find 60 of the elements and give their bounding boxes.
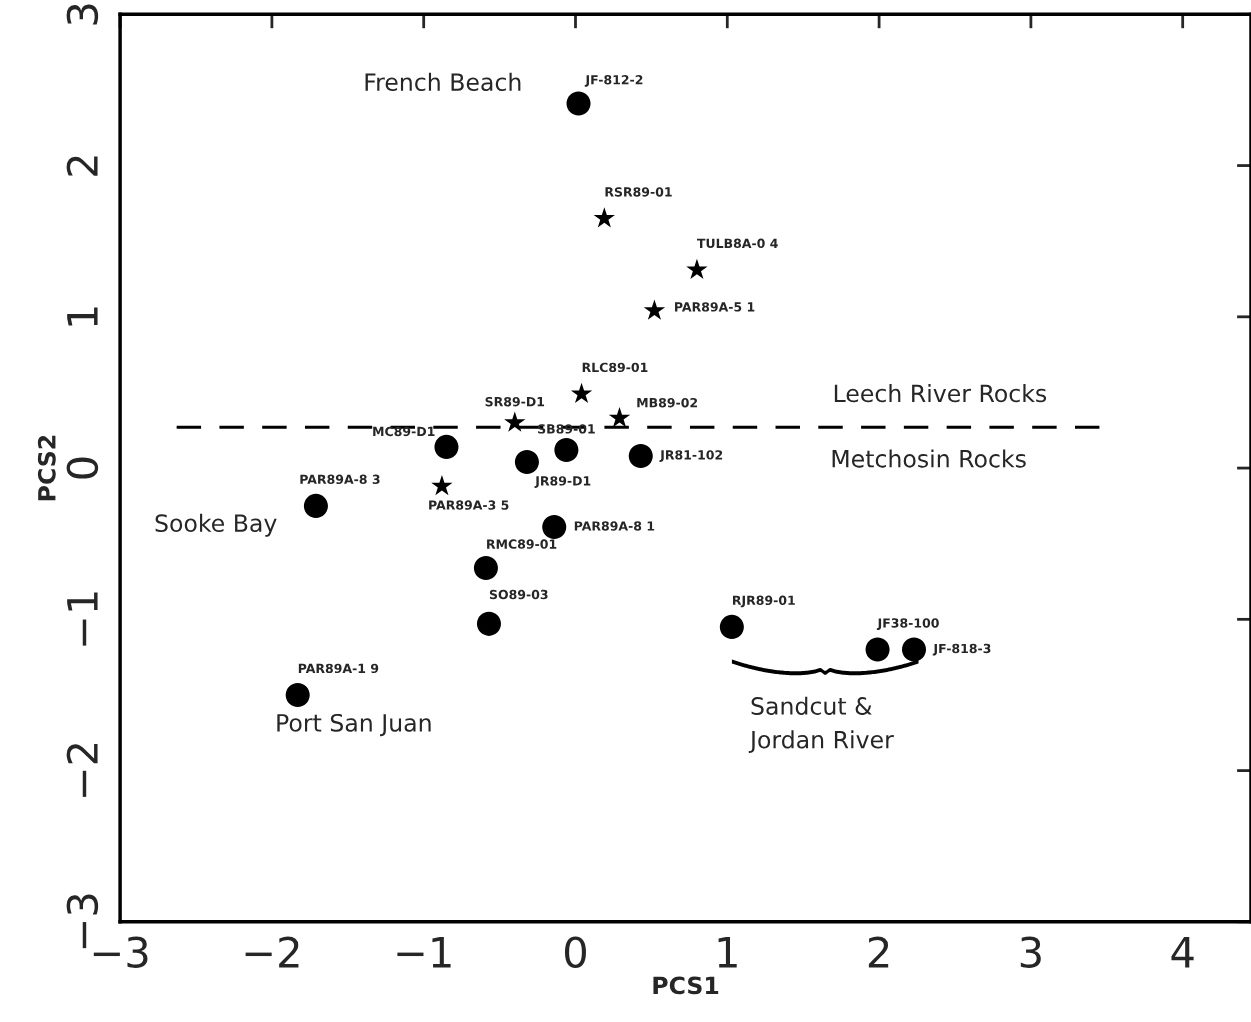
- annotation: Leech River Rocks: [834, 384, 1047, 403]
- data-label: PAR89A-8 1: [574, 521, 655, 531]
- x-tick-label: 2: [868, 936, 889, 968]
- annotation: Port San Juan: [277, 713, 431, 737]
- point: [593, 207, 615, 228]
- data-label: RSR89-01: [605, 187, 672, 197]
- point: [476, 611, 501, 636]
- y-axis-title: PCS2: [37, 435, 56, 501]
- y-tick-label: −2: [66, 744, 98, 797]
- point: [473, 555, 498, 580]
- data-label: JF38-100: [876, 618, 939, 631]
- point: [643, 299, 666, 320]
- point: [570, 382, 593, 404]
- point: [434, 434, 459, 459]
- x-tick-label: 1: [718, 937, 737, 968]
- data-label: SR89-D1: [485, 396, 545, 407]
- data-label: JF-818-3: [932, 643, 991, 656]
- point: [686, 258, 708, 279]
- y-tick-label: 2: [66, 156, 98, 176]
- data-label: RJR89-01: [733, 595, 795, 608]
- data-label: JR81-102: [659, 450, 723, 462]
- x-tick-label: −1: [397, 937, 451, 968]
- point: [865, 637, 890, 662]
- annotation: Metchosin Rocks: [832, 449, 1026, 468]
- y-tick-label: 0: [66, 457, 99, 479]
- point: [303, 493, 328, 518]
- data-label: MB89-02: [637, 397, 698, 408]
- data-label: PAR89A-1 9: [298, 663, 379, 674]
- data-label: JF-812-2: [584, 75, 643, 87]
- x-axis-title: PCS1: [653, 976, 719, 995]
- annotation: Sandcut & Jordan River: [748, 696, 894, 753]
- point: [554, 437, 579, 462]
- x-tick-label: 3: [1020, 936, 1041, 968]
- x-tick-label: 4: [1171, 937, 1194, 968]
- data-label: PAR89A-3 5: [429, 500, 509, 510]
- point: [566, 91, 591, 116]
- data-label: PAR89A-5 1: [675, 302, 755, 312]
- data-label: MC89-D1: [373, 426, 435, 437]
- annotation: Sooke Bay: [155, 513, 277, 537]
- point: [431, 475, 453, 496]
- x-tick-label: −2: [245, 936, 299, 968]
- x-tick-label: 0: [564, 936, 586, 968]
- data-label: TULB8A-0 4: [696, 238, 778, 249]
- point: [514, 450, 539, 475]
- data-label: RMC89-01: [487, 539, 557, 549]
- point: [901, 637, 927, 662]
- y-tick-label: 1: [67, 307, 98, 326]
- data-label: JR89-D1: [534, 476, 591, 488]
- data-label: RLC89-01: [582, 362, 648, 373]
- annotation: French Beach: [365, 72, 521, 92]
- point: [628, 443, 653, 468]
- y-tick-label: −1: [67, 592, 98, 646]
- data-label: PAR89A-8 3: [300, 474, 380, 485]
- point: [504, 411, 526, 432]
- y-tick-label: 3: [66, 4, 99, 25]
- point: [542, 515, 567, 540]
- data-label: SO89-03: [489, 589, 548, 600]
- point: [285, 682, 310, 707]
- point: [608, 406, 631, 428]
- point: [719, 614, 744, 639]
